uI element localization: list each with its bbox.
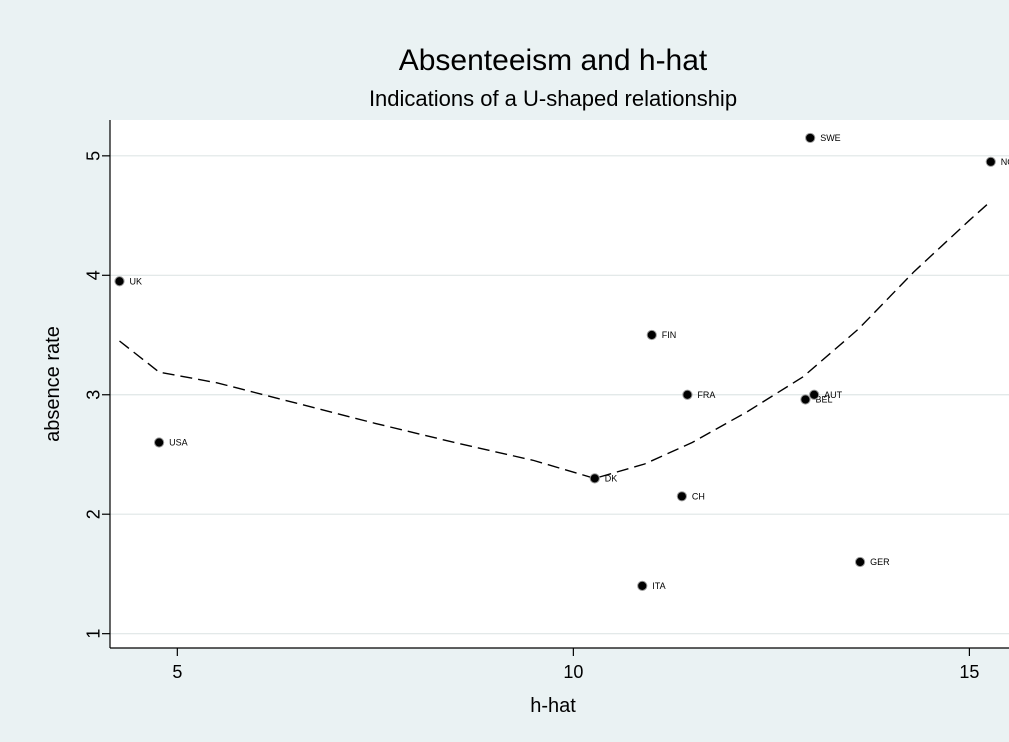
x-axis-title: h-hat — [530, 695, 576, 717]
fit-line-group — [119, 200, 992, 480]
y-tick-label-4: 4 — [83, 270, 103, 280]
point-label-bel: BEL — [815, 395, 832, 405]
chart-title: Absenteeism and h-hat — [399, 44, 708, 77]
point-label-usa: USA — [169, 438, 188, 448]
point-label-swe: SWE — [820, 133, 841, 143]
point-label-ch: CH — [692, 491, 705, 501]
point-swe — [805, 132, 816, 144]
point-fin — [646, 329, 657, 341]
y-axis-title: absence rate — [42, 326, 64, 442]
point-bel — [800, 394, 811, 405]
point-label-ita: ITA — [652, 581, 665, 591]
y-tick-label-5: 5 — [83, 151, 103, 161]
point-label-aut: AUT — [824, 390, 843, 400]
point-ita — [637, 580, 648, 591]
ticks: 1 2 3 4 5 5 10 15 — [83, 151, 979, 682]
point-fra — [682, 389, 693, 400]
point-dk — [589, 473, 600, 484]
point-label-uk: UK — [130, 276, 143, 286]
point-nor — [985, 156, 996, 167]
point-label-fin: FIN — [662, 330, 677, 340]
y-tick-label-2: 2 — [83, 509, 103, 519]
chart-subtitle: Indications of a U-shaped relationship — [369, 86, 737, 111]
x-tick-label-5: 5 — [172, 662, 182, 682]
y-tick-label-3: 3 — [83, 390, 103, 400]
point-uk — [114, 276, 125, 287]
fit-line — [119, 200, 992, 480]
point-label-dk: DK — [605, 473, 618, 483]
point-ch — [676, 491, 687, 502]
y-tick-label-1: 1 — [83, 629, 103, 639]
axes — [109, 120, 1009, 649]
point-usa — [154, 437, 165, 448]
plot-area — [110, 120, 1009, 648]
gridlines — [110, 155, 1009, 635]
points-group: UK USA DK ITA FIN CH FRA BEL SWE AUT GER NOR — [114, 132, 1009, 591]
point-label-nor: NOR — [1001, 157, 1009, 167]
point-ger — [854, 556, 866, 568]
point-label-fra: FRA — [697, 390, 715, 400]
point-label-ger: GER — [870, 557, 890, 567]
point-aut — [809, 389, 820, 400]
x-tick-label-15: 15 — [959, 662, 979, 682]
x-tick-label-10: 10 — [563, 662, 583, 682]
